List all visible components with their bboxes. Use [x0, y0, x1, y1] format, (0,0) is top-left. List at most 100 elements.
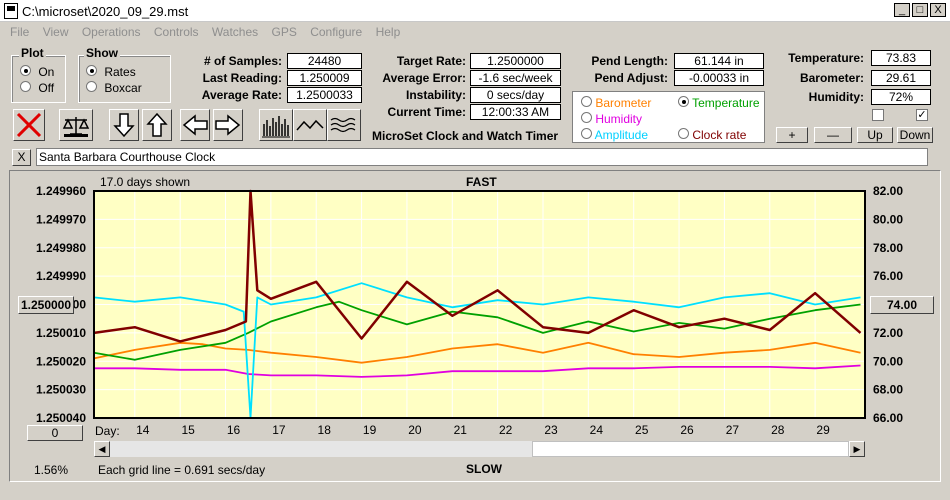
- title-bar: C:\microset\2020_09_29.mst _ □ X: [0, 0, 950, 22]
- pend-adjust-label: Pend Adjust:: [594, 71, 668, 85]
- series-line-temperature: [93, 300, 861, 361]
- scale-down-button[interactable]: Down: [897, 127, 933, 143]
- arrow-right-icon: [215, 114, 241, 136]
- wave-graph-button[interactable]: [327, 109, 361, 141]
- line-graph-icon: [296, 119, 324, 131]
- left-axis-tick-label: 1.250010: [36, 326, 86, 340]
- overlay-amplitude[interactable]: Amplitude: [581, 128, 648, 142]
- x-axis-tick-label: 21: [454, 423, 468, 437]
- x-axis-tick-label: 26: [680, 423, 694, 437]
- x-axis-tick-label: 17: [272, 423, 286, 437]
- series-line-amplitude: [93, 282, 861, 419]
- x-axis-tick-label: 20: [408, 423, 422, 437]
- menu-view[interactable]: View: [42, 25, 69, 39]
- left-axis-tick-label: 1.250020: [36, 354, 86, 368]
- current-time-value: 12:00:33 AM: [470, 104, 561, 120]
- temperature-label: Temperature:: [788, 51, 864, 65]
- plot-off-label: Off: [38, 81, 55, 95]
- samples-value: 24480: [287, 53, 362, 69]
- plot-off-option[interactable]: Off: [20, 81, 54, 95]
- right-axis-tick-label: 70.00: [873, 354, 903, 368]
- overlay-temperature[interactable]: Temperature: [678, 96, 760, 110]
- average-error-value: -1.6 sec/week: [470, 70, 561, 86]
- menu-operations[interactable]: Operations: [81, 25, 141, 39]
- menu-bar: File View Operations Controls Watches GP…: [0, 23, 950, 41]
- x-axis-tick-label: 27: [726, 423, 740, 437]
- average-rate-label: Average Rate:: [201, 88, 282, 102]
- slow-label: SLOW: [466, 462, 502, 476]
- scroll-left-icon[interactable]: ◀: [94, 441, 110, 457]
- samples-label: # of Samples:: [203, 54, 282, 68]
- right-axis-tick-label: 78.00: [873, 241, 903, 255]
- maximize-button[interactable]: □: [912, 3, 928, 17]
- right-axis-tick-label: 80.00: [873, 212, 903, 226]
- menu-watches[interactable]: Watches: [211, 25, 259, 39]
- scale-up-button[interactable]: Up: [857, 127, 893, 143]
- pend-adjust-value: -0.00033 in: [674, 70, 764, 86]
- show-rates-option[interactable]: Rates: [86, 65, 136, 79]
- close-button[interactable]: X: [930, 3, 946, 17]
- left-axis-tick-label: 1.250030: [36, 383, 86, 397]
- right-axis-tick-label: 82.00: [873, 184, 903, 198]
- scroll-right-icon[interactable]: ▶: [849, 441, 865, 457]
- clock-name-close-button[interactable]: X: [12, 149, 31, 166]
- plot-off-radio[interactable]: [20, 81, 31, 92]
- checkbox-left[interactable]: [872, 109, 884, 121]
- overlay-clock-rate[interactable]: Clock rate: [678, 128, 746, 142]
- clock-name-field[interactable]: Santa Barbara Courthouse Clock: [36, 148, 928, 166]
- arrow-down-button[interactable]: [109, 109, 139, 141]
- show-boxcar-option[interactable]: Boxcar: [86, 81, 142, 95]
- horizontal-scrollbar[interactable]: ◀ ▶: [94, 441, 865, 457]
- x-axis-tick-label: 14: [136, 423, 150, 437]
- zero-button[interactable]: 0: [27, 425, 83, 441]
- scroll-thumb[interactable]: [532, 441, 849, 457]
- reset-x-button[interactable]: [13, 109, 45, 141]
- show-boxcar-radio[interactable]: [86, 81, 97, 92]
- x-axis-ticks: 14 15 16 17 18 19 20 21 22 23 24 25 26 27 28 29: [136, 423, 830, 437]
- menu-file[interactable]: File: [10, 25, 30, 39]
- show-boxcar-label: Boxcar: [104, 81, 142, 95]
- wave-graph-icon: [330, 117, 356, 133]
- minimize-button[interactable]: _: [894, 3, 910, 17]
- arrow-up-button[interactable]: [142, 109, 172, 141]
- show-group: [78, 55, 171, 103]
- overlay-selector: Barometer Temperature Humidity Amplitude…: [572, 91, 765, 143]
- arrow-down-icon: [113, 113, 135, 138]
- plot-on-radio[interactable]: [20, 65, 31, 76]
- right-axis-tick-label: 66.00: [873, 411, 903, 425]
- plot-group-title: Plot: [19, 46, 46, 60]
- scale-minus-button[interactable]: —: [814, 127, 852, 143]
- menu-gps[interactable]: GPS: [271, 25, 297, 39]
- plot-on-option[interactable]: On: [20, 65, 54, 79]
- balance-scale-button[interactable]: [59, 109, 93, 141]
- temp-center-button[interactable]: 74.00: [870, 296, 934, 314]
- target-rate-value[interactable]: 1.2500000: [470, 53, 561, 69]
- arrow-right-button[interactable]: [213, 109, 243, 141]
- overlay-barometer[interactable]: Barometer: [581, 96, 651, 110]
- current-time-label: Current Time:: [387, 105, 466, 119]
- x-axis-tick-label: 22: [499, 423, 513, 437]
- menu-configure[interactable]: Configure: [310, 25, 363, 39]
- bar-graph-button[interactable]: [259, 109, 293, 141]
- show-rates-radio[interactable]: [86, 65, 97, 76]
- right-axis-tick-label: 72.00: [873, 326, 903, 340]
- right-axis-tick-label: 68.00: [873, 383, 903, 397]
- overlay-humidity[interactable]: Humidity: [581, 112, 642, 126]
- plot-on-label: On: [38, 65, 55, 79]
- humidity-label: Humidity:: [808, 90, 864, 104]
- fast-label: FAST: [466, 175, 497, 189]
- checkbox-right[interactable]: ✓: [916, 109, 928, 121]
- left-axis-tick-label: 1.250040: [36, 411, 86, 425]
- menu-help[interactable]: Help: [375, 25, 401, 39]
- arrow-left-button[interactable]: [180, 109, 210, 141]
- x-axis-tick-label: 19: [363, 423, 377, 437]
- app-icon: [4, 3, 18, 19]
- left-axis-tick-label: 1.249990: [36, 269, 86, 283]
- humidity-value: 72%: [871, 89, 931, 105]
- line-graph-button[interactable]: [293, 109, 327, 141]
- x-axis-tick-label: 24: [590, 423, 604, 437]
- scale-plus-button[interactable]: +: [776, 127, 808, 143]
- rate-center-button[interactable]: 1.250000: [18, 296, 74, 314]
- menu-controls[interactable]: Controls: [153, 25, 199, 39]
- instability-label: Instability:: [405, 88, 466, 102]
